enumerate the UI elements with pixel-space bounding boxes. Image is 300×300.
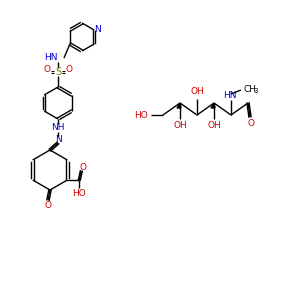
Text: HN: HN — [44, 53, 58, 62]
Text: O: O — [65, 64, 73, 74]
Text: OH: OH — [173, 122, 187, 130]
Polygon shape — [211, 103, 215, 108]
Text: S: S — [55, 67, 61, 77]
Text: O: O — [80, 163, 87, 172]
Polygon shape — [177, 103, 181, 108]
Text: N: N — [55, 136, 62, 145]
Text: NH: NH — [51, 124, 65, 133]
Text: CH: CH — [244, 85, 257, 94]
Text: O: O — [44, 202, 52, 211]
Text: N: N — [94, 25, 100, 34]
Text: HO: HO — [134, 110, 148, 119]
Text: OH: OH — [190, 88, 204, 97]
Text: HN: HN — [223, 92, 237, 100]
Text: HO: HO — [72, 190, 86, 199]
Text: O: O — [44, 64, 50, 74]
Text: 3: 3 — [253, 88, 257, 94]
Text: OH: OH — [207, 122, 221, 130]
Text: O: O — [248, 119, 254, 128]
